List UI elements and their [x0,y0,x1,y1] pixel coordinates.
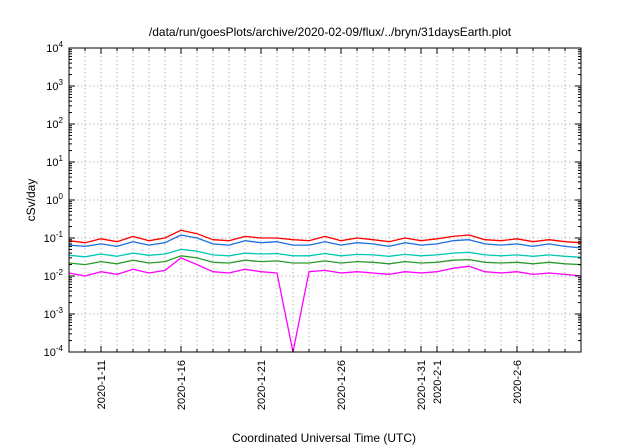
grid [69,48,581,352]
x-tick-label: 2020-2-1 [432,360,444,404]
y-tick-label: 10-2 [44,268,64,283]
y-tick-label: 10-3 [44,306,64,321]
y-tick-label: 10-1 [44,230,64,245]
axis-ticks [69,47,581,353]
series-line-1 [68,229,582,244]
x-tick-label: 2020-1-11 [96,360,108,409]
y-tick-label: 10-4 [44,344,64,359]
chart-title: /data/run/goesPlots/archive/2020-02-09/f… [149,25,512,39]
y-tick-label: 104 [46,40,63,55]
y-tick-label: 101 [46,154,63,169]
series-line-5 [68,257,582,353]
y-tick-labels: 10-4 10-3 10-2 10-1 100 101 102 103 104 [44,40,64,359]
series-line-4 [68,255,582,266]
x-axis-label: Coordinated Universal Time (UTC) [232,431,416,445]
series-group [68,229,582,353]
x-tick-label: 2020-1-21 [256,360,268,410]
x-tick-labels: 2020-1-11 2020-1-16 2020-1-21 2020-1-26 2020… [96,360,524,410]
y-tick-label: 102 [46,116,63,131]
series-line-2 [68,234,582,249]
x-tick-label: 2020-2-6 [512,360,524,404]
series-line-3 [68,248,582,258]
x-tick-label: 2020-1-31 [416,360,428,410]
x-tick-label: 2020-1-16 [176,360,188,410]
y-tick-label: 103 [46,78,63,93]
y-axis-label: cSv/day [24,179,38,222]
y-tick-label: 100 [46,192,63,207]
x-tick-label: 2020-1-26 [336,360,348,410]
